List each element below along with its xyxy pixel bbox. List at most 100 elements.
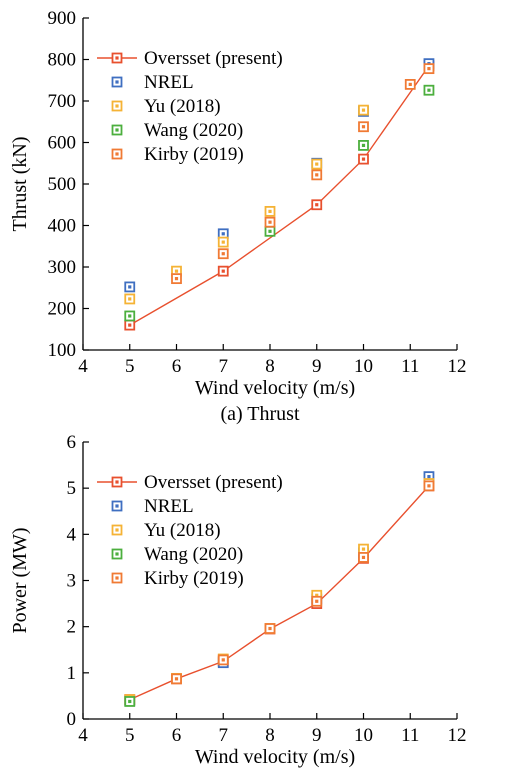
series-yu-2018 (124, 104, 369, 305)
legend-marker (111, 148, 123, 160)
y-tick-label: 700 (48, 91, 77, 112)
legend-marker (111, 100, 123, 112)
data-point (358, 153, 369, 165)
y-tick-label: 0 (67, 709, 77, 730)
legend-label: Wang (2020) (144, 120, 243, 141)
legend-label: Yu (2018) (144, 96, 221, 117)
data-point (217, 654, 229, 666)
legend-marker (111, 524, 123, 536)
y-tick-label: 800 (48, 50, 77, 71)
legend-item-kirby-2019: Kirby (2019) (111, 144, 244, 165)
data-point (404, 79, 416, 90)
y-tick-label: 600 (48, 133, 77, 154)
x-tick-label: 11 (401, 356, 419, 377)
x-tick-label: 7 (219, 356, 229, 377)
series-kirby-2019 (171, 63, 435, 285)
x-axis-label: Wind velocity (m/s) (195, 746, 355, 768)
series-kirby-2019 (171, 480, 435, 685)
data-point (358, 552, 369, 563)
y-axis-label: Power (MW) (9, 527, 31, 633)
data-point (264, 216, 276, 228)
data-point (358, 104, 369, 116)
legend-item-oversset-present: Oversset (present) (97, 472, 283, 493)
data-point (423, 63, 435, 75)
data-point (311, 199, 323, 211)
x-tick-label: 12 (448, 725, 467, 746)
y-tick-label: 4 (67, 524, 77, 545)
legend: Oversset (present) NREL Yu (2018) Wang (202… (97, 472, 283, 589)
legend-label: Yu (2018) (144, 520, 221, 541)
data-point (124, 293, 136, 305)
data-point (217, 236, 229, 248)
y-tick-label: 200 (48, 299, 77, 320)
data-point (423, 84, 435, 96)
legend-item-nrel: NREL (111, 496, 194, 517)
y-tick-label: 1 (67, 663, 77, 684)
legend-label: Oversset (present) (144, 472, 283, 493)
panel-caption: (a) Thrust (220, 403, 299, 425)
legend-marker (111, 76, 123, 88)
x-tick-label: 7 (219, 725, 229, 746)
legend-marker (111, 572, 123, 584)
legend-marker (111, 548, 123, 560)
data-point (423, 480, 435, 492)
legend-label: Kirby (2019) (144, 144, 244, 165)
x-tick-label: 9 (312, 356, 322, 377)
series-wang-2020 (124, 84, 435, 322)
series-wang-2020 (124, 696, 136, 707)
y-tick-label: 6 (67, 432, 77, 453)
data-point (124, 319, 136, 331)
y-tick-label: 500 (48, 174, 77, 195)
x-tick-label: 4 (78, 356, 88, 377)
data-point (217, 265, 229, 277)
legend: Oversset (present) NREL Yu (2018) Wang (202… (97, 48, 283, 165)
legend-item-kirby-2019: Kirby (2019) (111, 568, 244, 589)
data-point (264, 623, 276, 634)
data-point (264, 205, 276, 217)
data-point (311, 169, 323, 181)
x-tick-label: 8 (265, 725, 275, 746)
x-tick-label: 6 (172, 725, 182, 746)
legend-marker (111, 124, 123, 136)
y-tick-label: 900 (48, 8, 77, 29)
data-point (311, 595, 323, 607)
legend-label: Wang (2020) (144, 544, 243, 565)
data-point (311, 158, 323, 170)
legend-label: Kirby (2019) (144, 568, 244, 589)
legend-marker (111, 52, 123, 64)
x-tick-label: 10 (354, 356, 373, 377)
y-axis-label: Thrust (kN) (9, 137, 31, 232)
legend-label: NREL (144, 496, 194, 517)
y-tick-label: 5 (67, 478, 77, 499)
data-point (358, 121, 369, 133)
data-point (124, 310, 136, 322)
x-tick-label: 10 (354, 725, 373, 746)
y-tick-label: 3 (67, 571, 77, 592)
y-tick-label: 400 (48, 216, 77, 237)
legend-item-yu-2018: Yu (2018) (111, 96, 221, 117)
y-tick-label: 300 (48, 257, 77, 278)
x-tick-label: 11 (401, 725, 419, 746)
x-tick-label: 6 (172, 356, 182, 377)
y-tick-label: 2 (67, 617, 77, 638)
legend-label: NREL (144, 72, 194, 93)
series-nrel (124, 58, 435, 293)
legend-label: Oversset (present) (144, 48, 283, 69)
data-point (217, 248, 229, 260)
x-tick-label: 5 (125, 356, 135, 377)
legend-item-oversset-present: Oversset (present) (97, 48, 283, 69)
legend-item-nrel: NREL (111, 72, 194, 93)
data-point (358, 140, 369, 151)
series-line (129, 485, 430, 701)
x-tick-label: 9 (312, 725, 322, 746)
x-tick-label: 4 (78, 725, 88, 746)
data-point (124, 281, 136, 293)
legend-item-yu-2018: Yu (2018) (111, 520, 221, 541)
x-tick-label: 12 (448, 356, 467, 377)
data-point (124, 696, 136, 707)
legend-item-wang-2020: Wang (2020) (111, 544, 243, 565)
x-tick-label: 8 (265, 356, 275, 377)
x-axis-label: Wind velocity (m/s) (195, 377, 355, 399)
